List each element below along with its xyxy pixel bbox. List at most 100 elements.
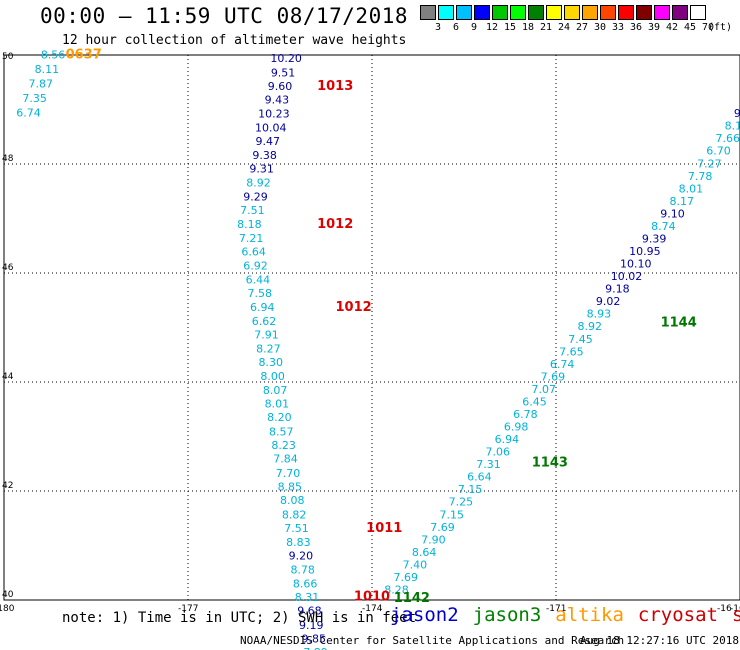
color-swatch [420,5,436,20]
chart-title: 00:00 – 11:59 UTC 08/17/2018 [40,4,409,28]
wave-height-point: 7.15 [458,483,483,496]
color-scale-label: 18 [521,22,535,33]
wave-height-point: 10.20 [270,52,302,65]
wave-height-point: 6.62 [252,315,277,328]
color-swatch [492,5,508,20]
legend-altika: altika [555,604,624,626]
x-tick-label: -177 [178,604,198,614]
color-swatch [636,5,652,20]
color-scale-label: 24 [557,22,571,33]
satellite-legend: jason2 jason3 altika cryosat s3a [390,604,740,626]
wave-height-point: 8.00 [260,370,285,383]
pass-time-label: 1143 [532,455,568,470]
wave-height-point: 6.78 [513,408,538,421]
wave-height-point: 7.40 [403,558,428,571]
wave-height-point: 9.18 [605,283,630,296]
wave-height-point: 8.82 [282,508,307,521]
color-swatch [456,5,472,20]
color-swatch [546,5,562,20]
wave-height-point: 6.64 [467,471,492,484]
color-scale-unit: (ft) [708,22,733,33]
pass-time-label: 1010 [354,590,390,605]
wave-height-point: 8.20 [267,411,292,424]
wave-height-point: 9.31 [249,163,274,176]
wave-height-point: 7.21 [239,232,264,245]
pass-time-label: 1142 [394,591,430,606]
wave-height-point: 7.07 [531,383,556,396]
color-swatch [600,5,616,20]
wave-height-point: 6.92 [243,260,268,273]
wave-height-point: 8.57 [269,425,294,438]
wave-height-point: 6.44 [246,273,271,286]
wave-height-point: 7.69 [430,521,455,534]
wave-height-point: 8.92 [577,320,602,333]
x-tick-label: -171 [546,604,566,614]
wave-height-point: 7.91 [254,328,279,341]
wave-height-point: 9.10 [734,107,740,120]
wave-height-point: 9.29 [243,191,268,204]
y-tick-label: 40 [2,590,14,600]
color-scale-label: 15 [503,22,517,33]
chart-subtitle: 12 hour collection of altimeter wave hei… [62,33,407,48]
color-scale-label: 9 [470,22,478,33]
wave-height-point: 8.11 [35,63,60,76]
wave-height-point: 6.70 [706,145,731,158]
legend-cryosat: cryosat [637,604,718,626]
color-scale-label: 6 [452,22,460,33]
wave-height-point: 8.23 [271,439,296,452]
pass-time-label: 0637 [66,47,102,62]
wave-height-point: 6.74 [16,107,41,120]
wave-height-point: 9.20 [289,550,314,563]
wave-height-point: 8.01 [679,182,704,195]
legend-jason2: jason2 [390,604,459,626]
color-scale-label: 70 [701,22,715,33]
wave-height-point: 7.69 [393,571,418,584]
wave-height-point: 7.58 [248,287,273,300]
pass-time-label: 1011 [366,521,402,536]
wave-height-point: 9.68 [297,605,322,618]
x-tick-label: -16 [717,604,732,614]
color-scale-label: 30 [593,22,607,33]
wave-height-point: 7.90 [421,533,446,546]
x-tick-label: -168 [730,604,740,614]
legend-s3a: s3a [732,604,740,626]
pass-time-label: 1144 [661,315,697,330]
wave-height-point: 8.93 [587,308,612,321]
color-swatch [654,5,670,20]
wave-height-point: 9.10 [660,207,685,220]
wave-height-point: 8.12 [725,120,740,133]
color-scale-label: 42 [665,22,679,33]
wave-height-point: 7.27 [697,157,722,170]
wave-height-point: 7.89 [303,646,328,650]
footer-credit: NOAA/NESDIS Center for Satellite Applica… [240,634,625,647]
wave-height-point: 10.04 [255,121,287,134]
color-scale-label: 27 [575,22,589,33]
wave-height-point: 7.51 [284,522,309,535]
wave-height-point: 9.51 [271,66,296,79]
wave-height-point: 6.74 [550,358,575,371]
y-tick-label: 42 [2,481,13,491]
footer-timestamp: Aug 18 12:27:16 UTC 2018 [580,634,739,647]
color-swatch [510,5,526,20]
wave-height-point: 6.94 [250,301,275,314]
wave-height-point: 9.02 [596,295,621,308]
wave-height-point: 8.74 [651,220,676,233]
wave-height-point: 7.70 [276,467,301,480]
wave-height-point: 7.45 [568,333,593,346]
wave-height-point: 7.78 [688,170,713,183]
wave-height-point: 7.31 [476,458,501,471]
wave-height-point: 8.83 [286,536,311,549]
wave-height-point: 10.95 [629,245,661,258]
wave-height-point: 8.27 [256,343,281,356]
wave-height-point: 7.35 [22,92,47,105]
wave-height-point: 7.87 [29,78,54,91]
wave-height-point: 8.56 [41,48,66,61]
y-tick-label: 48 [2,154,14,164]
wave-height-point: 8.28 [384,583,409,596]
wave-height-point: 7.25 [449,496,474,509]
wave-height-point: 6.94 [495,433,520,446]
pass-time-label: 1013 [317,79,353,94]
wave-height-point: 6.45 [522,395,547,408]
color-swatch [474,5,490,20]
wave-height-point: 7.66 [715,132,740,145]
